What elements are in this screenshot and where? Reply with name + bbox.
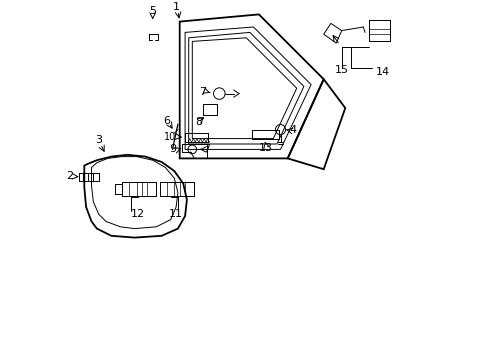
Text: 4: 4: [289, 125, 296, 135]
Text: 7: 7: [199, 87, 206, 97]
Text: 7: 7: [203, 144, 210, 154]
Text: 14: 14: [375, 67, 389, 77]
Text: 12: 12: [131, 209, 145, 219]
Text: 9: 9: [169, 144, 176, 154]
Text: 11: 11: [169, 209, 183, 219]
Text: 1: 1: [172, 2, 179, 12]
Text: 5: 5: [149, 6, 156, 16]
Text: 8: 8: [194, 117, 202, 127]
Text: 3: 3: [95, 135, 102, 145]
Text: 2: 2: [66, 171, 73, 181]
Text: 10: 10: [163, 132, 176, 142]
Text: 6: 6: [163, 116, 170, 126]
Text: 15: 15: [334, 65, 348, 75]
Text: 13: 13: [259, 143, 272, 153]
